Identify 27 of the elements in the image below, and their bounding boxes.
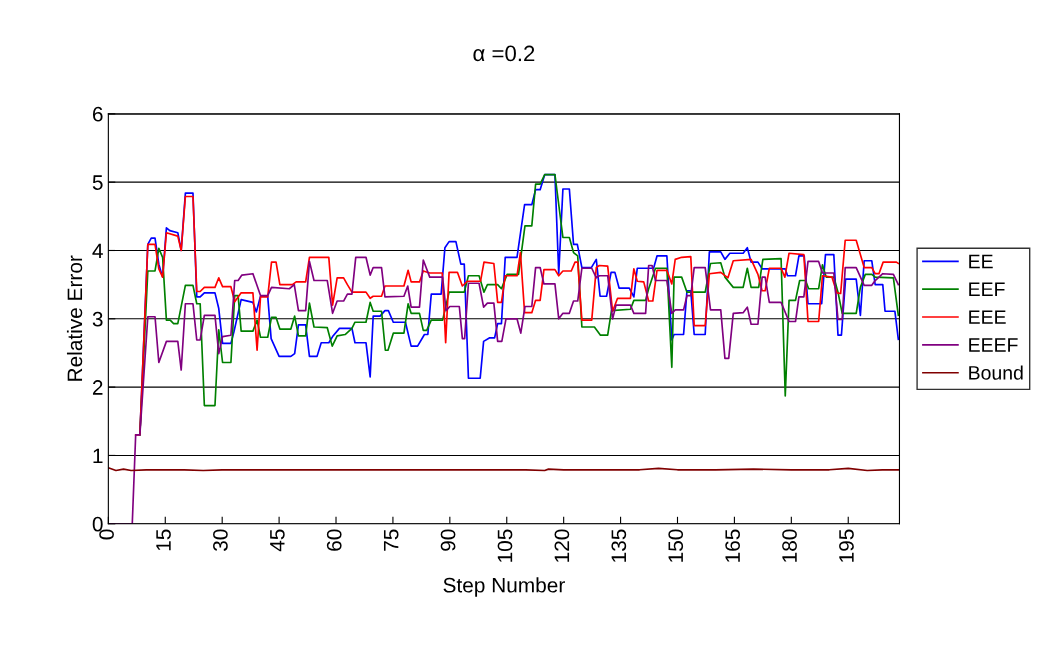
x-tick-label: 180 — [782, 529, 797, 562]
x-tick-label: 75 — [383, 529, 399, 551]
x-tick-label: 90 — [440, 529, 456, 551]
y-tick-label: 2 — [92, 380, 103, 395]
y-tick-label: 6 — [92, 106, 103, 122]
y-tick-label: 5 — [92, 175, 103, 190]
x-tick-label: 105 — [497, 529, 513, 562]
legend-label: EEF — [969, 282, 1005, 296]
y-tick-label: 3 — [92, 311, 103, 327]
y-tick-label: 1 — [93, 448, 103, 463]
x-tick-label: 15 — [156, 529, 171, 551]
x-tick-label: 30 — [213, 529, 228, 552]
x-axis-title: Step Number — [443, 577, 565, 597]
x-tick-label: 120 — [554, 529, 570, 562]
x-tick-label: 45 — [270, 529, 285, 552]
legend-label: EEE — [969, 310, 1006, 324]
y-tick-label: 4 — [92, 243, 103, 259]
y-axis-title: Relative Error — [66, 255, 83, 381]
legend-label: EEEF — [969, 338, 1018, 352]
chart-title: α =0.2 — [473, 45, 535, 62]
x-tick-label: 165 — [725, 529, 740, 562]
x-tick-label: 150 — [668, 529, 684, 562]
x-tick-label: 135 — [611, 529, 627, 562]
legend-label: Bound — [969, 365, 1023, 380]
legend-label: EE — [969, 254, 993, 269]
x-tick-label: 60 — [326, 529, 342, 551]
x-tick-label: 195 — [839, 529, 854, 562]
